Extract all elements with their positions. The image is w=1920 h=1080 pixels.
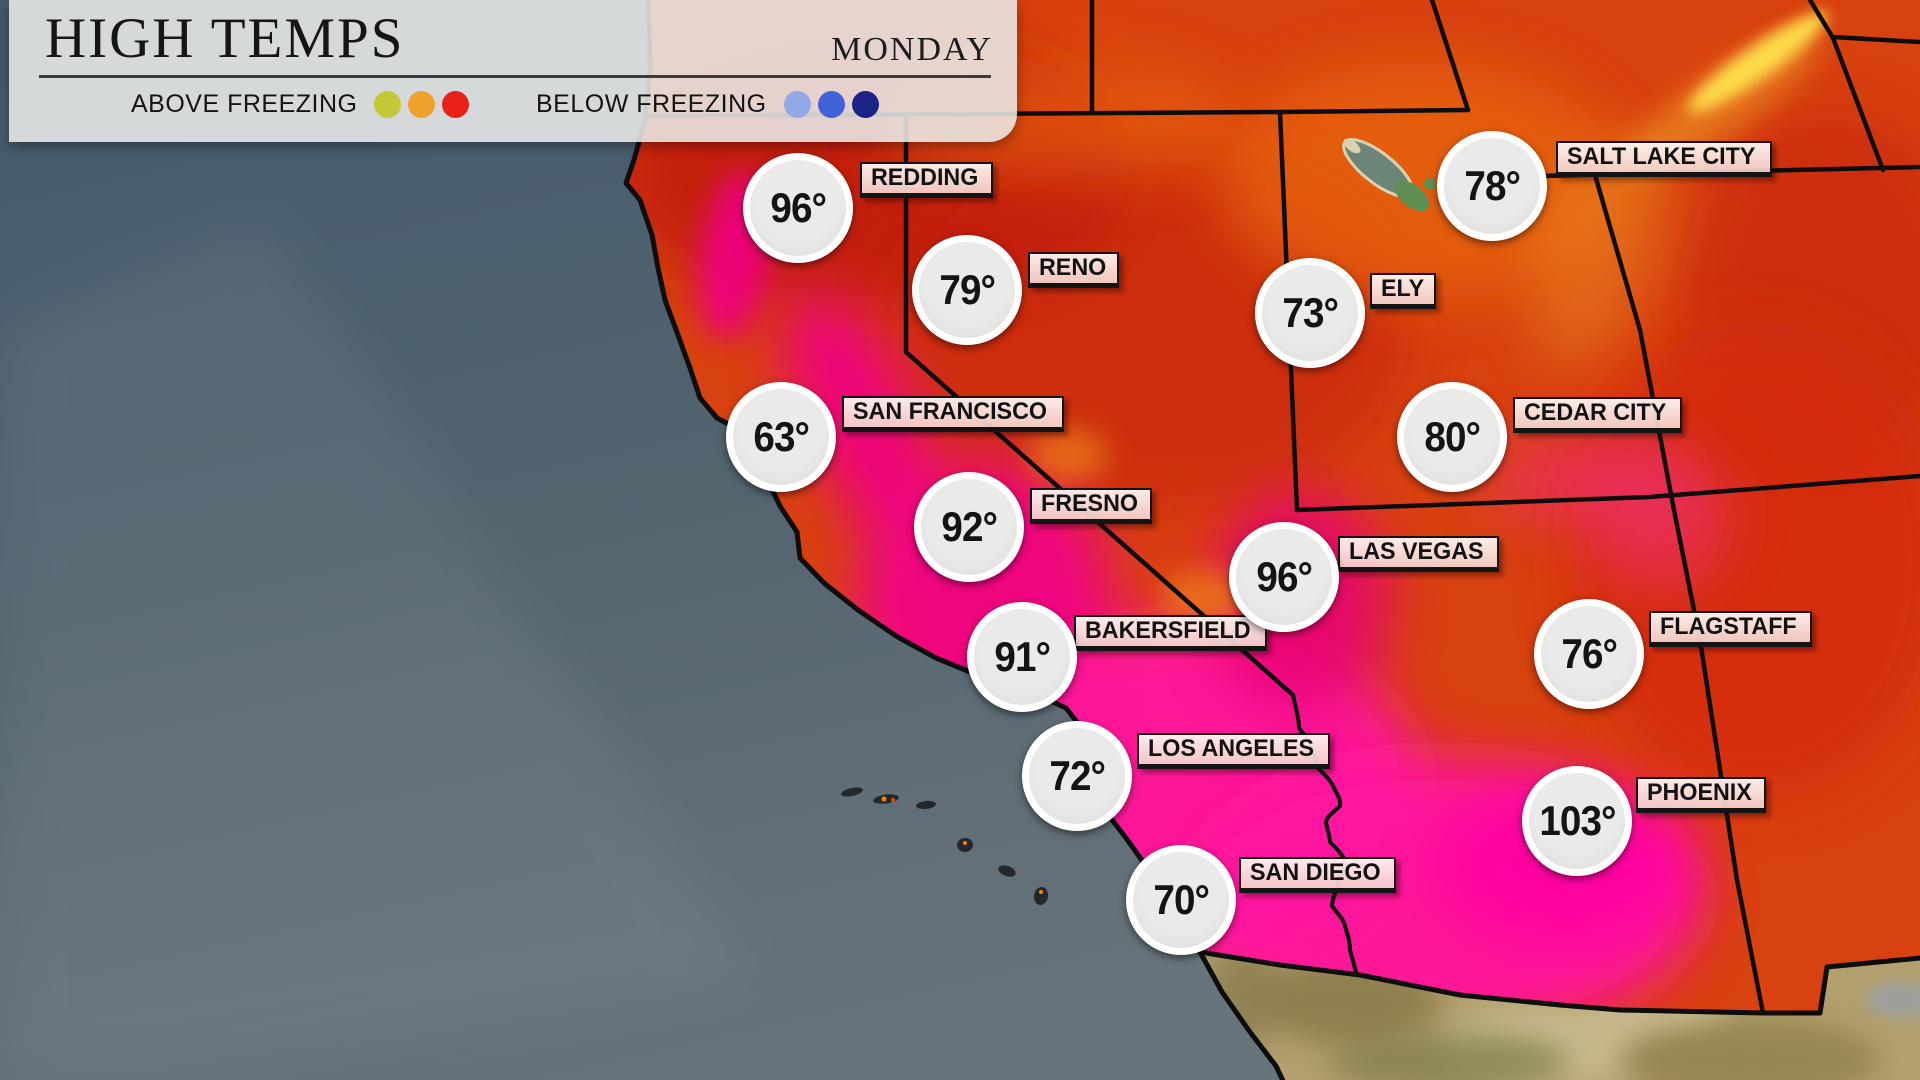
city-name: CEDAR CITY	[1524, 399, 1667, 426]
city-name: REDDING	[871, 164, 979, 191]
city-name: LOS ANGELES	[1148, 735, 1315, 762]
temperature-value: 79°	[939, 266, 996, 313]
legend-dot	[851, 91, 879, 118]
city-name: SALT LAKE CITY	[1567, 143, 1756, 170]
temperature-value: 96°	[770, 184, 827, 231]
city-label-tag: FRESNO	[1030, 488, 1153, 524]
city-name: RENO	[1039, 254, 1107, 281]
city-label-tag: SAN FRANCISCO	[842, 396, 1065, 432]
city-label-tag: BAKERSFIELD	[1074, 615, 1267, 651]
legend-above-freezing: ABOVE FREEZING	[131, 90, 470, 119]
temperature-value: 76°	[1561, 630, 1618, 677]
mexico-border	[1197, 949, 1920, 1016]
temperature-bubble: 96°	[743, 153, 853, 263]
city-label-tag: SALT LAKE CITY	[1556, 141, 1773, 177]
legend-below-dots	[783, 91, 879, 118]
temperature-bubble: 63°	[726, 382, 836, 492]
legend-below-freezing: BELOW FREEZING	[536, 90, 879, 119]
legend-above-label: ABOVE FREEZING	[131, 90, 358, 118]
city-label-tag: LOS ANGELES	[1137, 733, 1331, 769]
header-panel: HIGH TEMPS MONDAY ABOVE FREEZING BELOW F…	[9, 0, 1017, 142]
temperature-bubble: 72°	[1022, 721, 1132, 831]
title-underline	[39, 75, 991, 78]
temperature-bubble: 76°	[1534, 599, 1644, 709]
city-name: FRESNO	[1041, 490, 1139, 517]
city-label-tag: RENO	[1028, 252, 1120, 288]
city-name: SAN DIEGO	[1250, 859, 1381, 886]
city-label-tag: SAN DIEGO	[1239, 857, 1396, 893]
temperature-value: 73°	[1282, 289, 1339, 336]
temperature-bubble: 96°	[1229, 522, 1339, 632]
temperature-bubble: 103°	[1522, 766, 1632, 876]
legend-above-dots	[374, 91, 470, 118]
legend-dot	[408, 91, 436, 118]
page-title: HIGH TEMPS	[45, 7, 405, 70]
temperature-value: 63°	[753, 413, 810, 460]
city-name: FLAGSTAFF	[1660, 613, 1797, 640]
legend-dot	[374, 91, 402, 118]
temperature-value: 78°	[1464, 162, 1521, 209]
city-label-tag: LAS VEGAS	[1338, 536, 1499, 572]
forecast-day: MONDAY	[831, 31, 993, 68]
city-name: BAKERSFIELD	[1085, 617, 1251, 644]
city-name: SAN FRANCISCO	[853, 398, 1048, 425]
temperature-bubble: 91°	[967, 602, 1077, 712]
temperature-value: 80°	[1424, 413, 1481, 460]
temperature-value: 72°	[1049, 752, 1106, 799]
city-label-tag: REDDING	[860, 162, 993, 198]
temperature-value: 91°	[994, 633, 1051, 680]
city-label-tag: ELY	[1370, 273, 1437, 309]
temperature-bubble: 73°	[1255, 258, 1365, 368]
legend-dot	[783, 91, 811, 118]
temperature-bubble: 79°	[912, 235, 1022, 345]
temperature-bubble: 78°	[1437, 131, 1547, 241]
temperature-bubble: 80°	[1397, 382, 1507, 492]
temperature-bubble: 92°	[914, 472, 1024, 582]
temperature-bubble: 70°	[1126, 845, 1236, 955]
temperature-value: 70°	[1153, 876, 1210, 923]
legend-dot	[817, 91, 845, 118]
city-label-tag: FLAGSTAFF	[1649, 611, 1812, 647]
city-name: LAS VEGAS	[1349, 538, 1484, 565]
channel-islands	[841, 787, 1049, 905]
temperature-value: 103°	[1538, 797, 1616, 844]
city-name: ELY	[1381, 275, 1425, 302]
city-label-tag: CEDAR CITY	[1513, 397, 1682, 433]
legend-dot	[442, 91, 470, 118]
temperature-value: 96°	[1256, 553, 1313, 600]
city-label-tag: PHOENIX	[1636, 777, 1767, 813]
temperature-value: 92°	[941, 503, 998, 550]
great-salt-lake	[1342, 138, 1436, 212]
legend-below-label: BELOW FREEZING	[536, 90, 767, 118]
city-name: PHOENIX	[1647, 779, 1752, 806]
ocean-light-streak	[0, 210, 760, 1080]
